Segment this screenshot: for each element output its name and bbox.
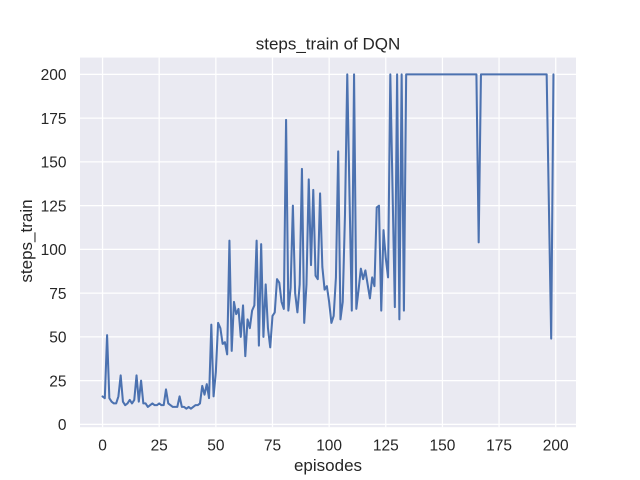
svg-text:50: 50	[207, 438, 225, 455]
svg-text:75: 75	[264, 438, 281, 455]
svg-text:0: 0	[58, 417, 67, 434]
svg-text:75: 75	[49, 286, 66, 303]
svg-text:100: 100	[41, 242, 67, 259]
svg-text:steps_train: steps_train	[17, 199, 36, 282]
svg-text:125: 125	[41, 198, 67, 215]
svg-text:175: 175	[486, 438, 512, 455]
svg-text:175: 175	[41, 111, 67, 128]
svg-text:150: 150	[429, 438, 455, 455]
svg-text:200: 200	[543, 438, 569, 455]
svg-text:200: 200	[41, 67, 67, 84]
svg-text:25: 25	[151, 438, 168, 455]
svg-text:steps_train of DQN: steps_train of DQN	[256, 34, 401, 53]
svg-text:episodes: episodes	[294, 456, 362, 475]
svg-text:125: 125	[373, 438, 399, 455]
svg-text:50: 50	[49, 330, 67, 347]
svg-text:25: 25	[49, 373, 66, 390]
svg-text:150: 150	[41, 155, 67, 172]
svg-text:100: 100	[316, 438, 342, 455]
svg-text:0: 0	[98, 438, 107, 455]
